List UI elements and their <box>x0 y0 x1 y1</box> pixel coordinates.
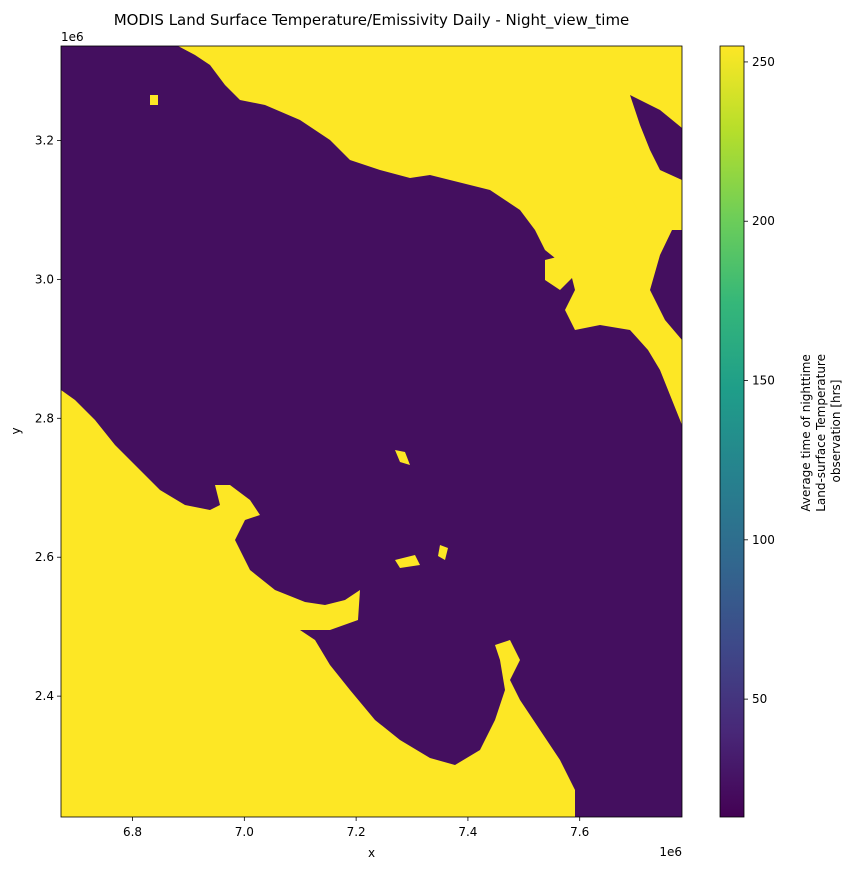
y-tick-label: 3.2 <box>35 133 54 147</box>
colorbar-tick-label: 250 <box>752 55 775 69</box>
colorbar-axis: 50 100 150 200 250 <box>744 55 775 706</box>
y-axis: 2.4 2.6 2.8 3.0 3.2 <box>35 133 61 703</box>
y-offset-label: 1e6 <box>61 30 84 44</box>
southwest-fill-region <box>61 390 575 817</box>
colorbar-tick-label: 200 <box>752 214 775 228</box>
x-tick-label: 7.2 <box>347 825 366 839</box>
plot-frame <box>60 45 683 818</box>
north-fill-region <box>178 46 682 425</box>
colorbar-label-line-2: Land-surface Temperature <box>814 354 828 512</box>
x-tick-label: 7.4 <box>458 825 477 839</box>
x-tick-label: 7.6 <box>570 825 589 839</box>
north-fill-islet-2 <box>600 195 640 235</box>
x-axis-label: x <box>368 846 375 860</box>
y-axis-label: y <box>9 427 23 434</box>
colorbar-tick-label: 50 <box>752 692 767 706</box>
x-tick-label: 6.8 <box>123 825 142 839</box>
colorbar-label-line-3: observation [hrs] <box>829 380 843 483</box>
y-tick-label: 2.4 <box>35 689 54 703</box>
colorbar-tick-label: 150 <box>752 374 775 388</box>
x-tick-label: 7.0 <box>235 825 254 839</box>
north-fill-islet-1 <box>150 95 158 105</box>
fill-islet-6 <box>438 545 448 560</box>
heatmap-image <box>61 46 682 817</box>
y-tick-label: 3.0 <box>35 272 54 286</box>
x-offset-label: 1e6 <box>659 845 682 859</box>
y-tick-label: 2.8 <box>35 411 54 425</box>
y-tick-label: 2.6 <box>35 550 54 564</box>
colorbar-tick-label: 100 <box>752 533 775 547</box>
chart-title: MODIS Land Surface Temperature/Emissivit… <box>114 11 630 30</box>
north-fill-islet-3 <box>545 255 575 290</box>
fill-islet-4 <box>395 450 410 465</box>
x-axis: 6.8 7.0 7.2 7.4 7.6 <box>123 817 589 839</box>
colorbar <box>719 45 745 818</box>
fill-islet-5 <box>395 555 420 568</box>
colorbar-label-line-1: Average time of nighttime <box>799 354 813 511</box>
colorbar-label: Average time of nighttime Land-surface T… <box>799 350 843 512</box>
